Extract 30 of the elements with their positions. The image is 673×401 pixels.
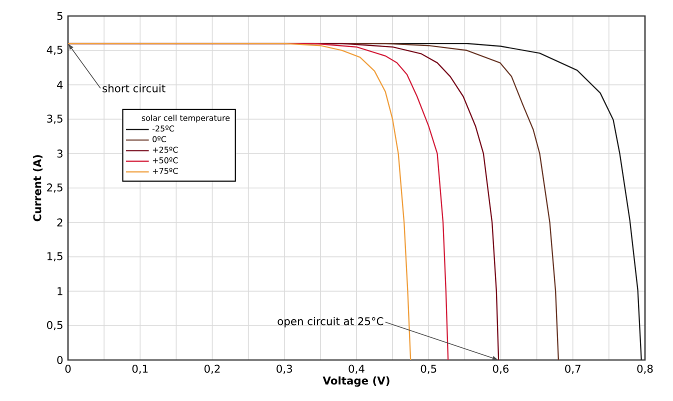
legend-label: 0ºC (152, 136, 166, 142)
x-tick-label: 0,3 (276, 364, 292, 374)
legend-label: +75ºC (152, 168, 178, 174)
legend-label: +50ºC (152, 157, 178, 164)
y-tick-label: 2,5 (47, 183, 62, 193)
x-tick-label: 0 (65, 364, 71, 373)
legend-title: solar cell temperature (142, 114, 230, 123)
x-tick-label: 0,8 (637, 364, 653, 374)
y-tick-label: 1,5 (48, 252, 62, 262)
x-tick-label: 0,1 (132, 364, 148, 374)
y-tick-label: 3 (57, 150, 62, 158)
y-tick-label: 3,5 (47, 114, 62, 124)
x-tick-label: 0,7 (565, 364, 580, 374)
annotation: short circuit (102, 84, 166, 92)
y-tick-label: 0,5 (47, 321, 62, 330)
x-axis-title: Voltage (V) (322, 376, 390, 387)
y-tick-label: 2 (57, 218, 62, 226)
x-tick-label: 0,6 (492, 364, 509, 374)
y-tick-label: 4,5 (46, 46, 62, 55)
legend-label: +25ºC (152, 146, 178, 153)
x-tick-label: 0,2 (204, 364, 220, 374)
x-tick-label: 0,5 (420, 364, 436, 374)
y-tick-label: 0 (57, 356, 63, 364)
y-tick-label: 4 (57, 80, 63, 89)
annotation: open circuit at 25°C (278, 317, 384, 328)
y-tick-label: 1 (58, 287, 62, 296)
x-tick-label: 0,4 (348, 364, 364, 374)
legend-label: -25ºC (152, 125, 174, 132)
y-tick-label: 5 (57, 12, 62, 20)
y-axis-title: Current (A) (33, 155, 43, 222)
